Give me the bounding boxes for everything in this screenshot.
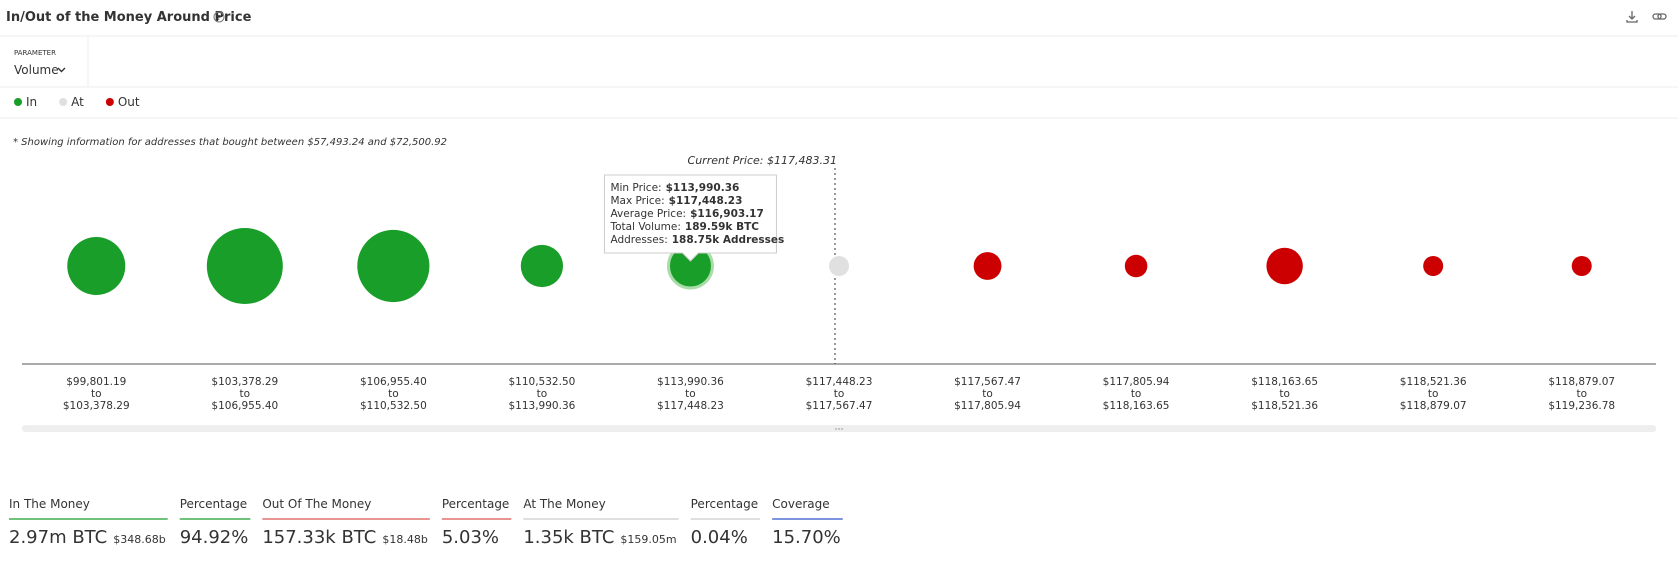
x-tick-label: $99,801.19 xyxy=(66,376,126,388)
stat-label: At The Money xyxy=(523,497,605,511)
x-tick-label: to xyxy=(834,388,845,400)
x-tick-label: $103,378.29 xyxy=(211,376,278,388)
download-icon[interactable] xyxy=(1626,11,1638,23)
x-tick-label: $118,879.07 xyxy=(1400,400,1467,412)
tooltip-key: Min Price: xyxy=(610,182,661,194)
parameter-select[interactable]: Volume xyxy=(14,63,59,77)
x-tick-label: to xyxy=(982,388,993,400)
stat-value: 2.97m BTC xyxy=(9,527,107,548)
x-tick-label: $117,805.94 xyxy=(1103,376,1170,388)
bubble xyxy=(1266,247,1303,285)
x-tick-label: $103,378.29 xyxy=(63,400,130,412)
tooltip-key: Total Volume: xyxy=(609,221,680,233)
x-tick-label: $118,163.65 xyxy=(1251,376,1318,388)
help-icon[interactable]: ? xyxy=(213,11,225,23)
stat-sub: $18.48b xyxy=(382,533,427,546)
current-price-label: Current Price: $117,483.31 xyxy=(688,154,837,167)
legend-dot xyxy=(59,98,68,106)
x-tick-label: $117,805.94 xyxy=(954,400,1021,412)
tooltip-value: $117,448.23 xyxy=(669,195,743,207)
stat-label: Percentage xyxy=(691,497,759,511)
tooltip-row: Average Price: $116,903.17 xyxy=(610,208,763,220)
stat-value: 157.33k BTC xyxy=(262,527,376,548)
bubble xyxy=(1423,256,1444,276)
tooltip-value: $116,903.17 xyxy=(690,208,764,220)
x-tick-label: to xyxy=(1131,388,1142,400)
x-tick-label: $118,521.36 xyxy=(1400,376,1467,388)
x-tick-label: $117,567.47 xyxy=(806,400,873,412)
bubble xyxy=(1124,254,1148,278)
tooltip-value: 189.59k BTC xyxy=(685,221,759,233)
stat-value: 1.35k BTC xyxy=(523,527,614,548)
legend-dot xyxy=(105,98,114,106)
bubble xyxy=(520,244,564,288)
bubble xyxy=(357,229,430,303)
legend-label: At xyxy=(71,95,84,109)
x-tick-label: $106,955.40 xyxy=(360,376,427,388)
x-tick-label: to xyxy=(1428,388,1439,400)
x-tick-label: $118,879.07 xyxy=(1548,376,1615,388)
plot: Current Price: $117,483.31$99,801.19to$1… xyxy=(63,154,1615,430)
legend-dot xyxy=(14,98,22,106)
x-tick-label: $118,163.65 xyxy=(1103,400,1170,412)
x-tick-label: to xyxy=(1576,388,1587,400)
stats: In The Money 2.97m BTC $348.68b Percentage 9… xyxy=(9,497,843,548)
stat-label: Percentage xyxy=(180,497,248,511)
stat-value: 0.04% xyxy=(691,527,748,548)
x-tick-label: $117,448.23 xyxy=(657,400,724,412)
bubble xyxy=(67,236,126,296)
bubble xyxy=(829,256,849,276)
stat-sub: $348.68b xyxy=(113,533,165,546)
x-tick-label: $110,532.50 xyxy=(360,400,427,412)
stat-label: In The Money xyxy=(9,497,90,511)
tooltip-box xyxy=(603,174,777,262)
stat-value: 5.03% xyxy=(442,527,499,548)
bubble xyxy=(973,252,1002,280)
tooltip-value: 188.75k Addresses xyxy=(672,234,785,246)
x-tick-label: to xyxy=(388,388,399,400)
stat-sub: $159.05m xyxy=(620,533,676,546)
x-tick-label: $106,955.40 xyxy=(211,400,278,412)
stat-label: Coverage xyxy=(772,497,830,511)
stat-label: Out Of The Money xyxy=(262,497,371,511)
x-tick-label: $118,521.36 xyxy=(1251,400,1318,412)
stat-value: 15.70% xyxy=(772,527,841,548)
range-note: * Showing information for addresses that… xyxy=(13,137,447,148)
x-tick-label: to xyxy=(1279,388,1290,400)
tooltip-row: Max Price: $117,448.23 xyxy=(610,195,742,207)
tooltip-row: Min Price: $113,990.36 xyxy=(610,182,739,194)
x-tick-label: to xyxy=(240,388,251,400)
svg-text:?: ? xyxy=(217,14,221,22)
page-title: In/Out of the Money Around Price xyxy=(6,10,252,25)
x-tick-label: $110,532.50 xyxy=(509,376,576,388)
tooltip-key: Addresses: xyxy=(610,234,667,246)
bubble xyxy=(1571,256,1592,276)
legend-label: Out xyxy=(118,95,140,109)
tooltip-key: Max Price: xyxy=(610,195,664,207)
tooltip-row: Total Volume: 189.59k BTC xyxy=(609,221,759,233)
x-tick-label: $113,990.36 xyxy=(509,400,576,412)
link-icon[interactable] xyxy=(1652,13,1667,20)
tooltip-row: Addresses: 188.75k Addresses xyxy=(610,234,784,246)
stat-label: Percentage xyxy=(442,497,510,511)
legend-label: In xyxy=(26,95,37,109)
legend: In At Out xyxy=(14,95,140,109)
x-tick-label: to xyxy=(91,388,102,400)
x-tick-label: to xyxy=(685,388,696,400)
x-tick-label: to xyxy=(537,388,548,400)
dropdown-caret[interactable] xyxy=(57,67,66,73)
x-tick-label: $117,567.47 xyxy=(954,376,1021,388)
scroll-grip xyxy=(835,428,843,430)
x-tick-label: $119,236.78 xyxy=(1548,400,1615,412)
parameter-label: PARAMETER xyxy=(14,49,56,57)
x-tick-label: $117,448.23 xyxy=(806,376,873,388)
tooltip-value: $113,990.36 xyxy=(666,182,740,194)
x-tick-label: $113,990.36 xyxy=(657,376,724,388)
tooltip-key: Average Price: xyxy=(610,208,686,220)
bubble xyxy=(206,228,283,304)
stat-value: 94.92% xyxy=(180,527,249,548)
